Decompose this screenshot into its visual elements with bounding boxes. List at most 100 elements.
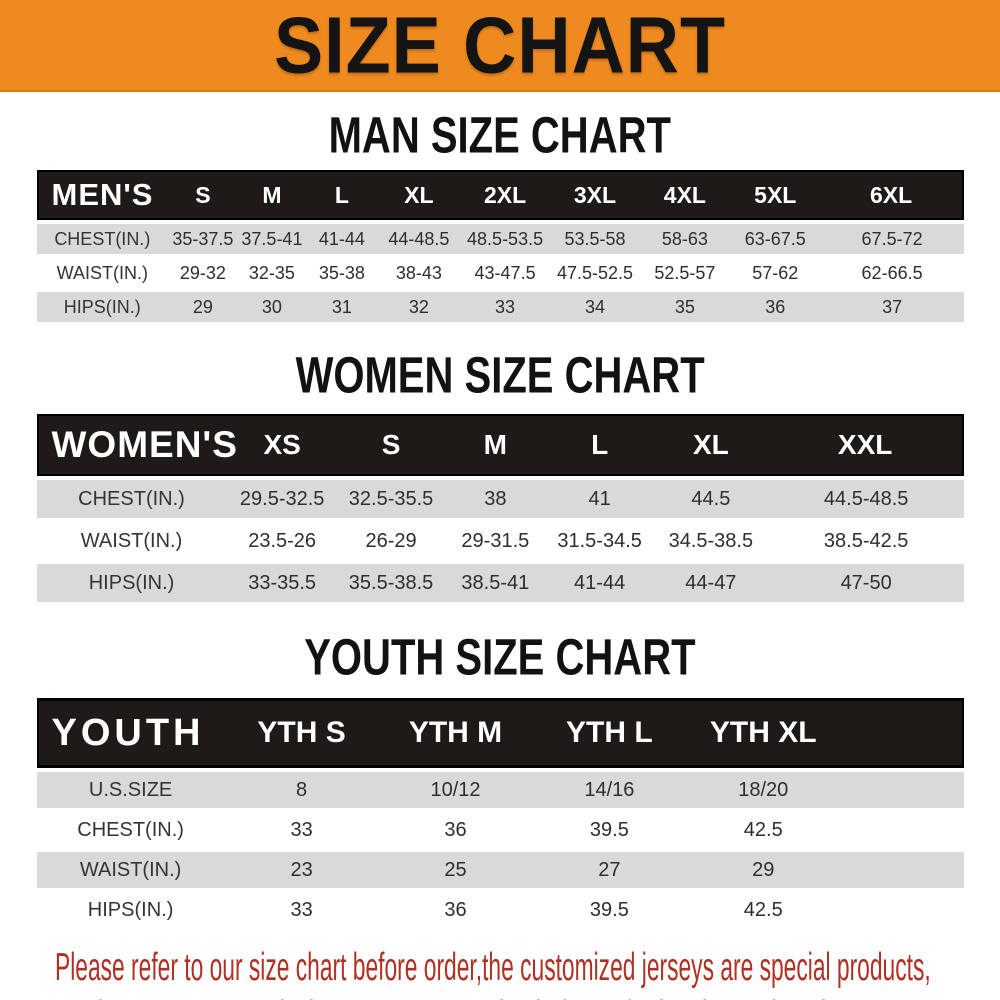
youth-col-l: YTH L xyxy=(532,698,687,768)
size-cell: 29-31.5 xyxy=(444,522,547,560)
size-cell: 38-43 xyxy=(377,258,461,288)
size-cell: 41-44 xyxy=(306,224,378,254)
filler-cell xyxy=(840,772,964,808)
womens-col-xxl: XXL xyxy=(768,414,964,476)
youth-waist-row: WAIST(IN.) 23 25 27 29 xyxy=(36,852,964,888)
size-cell: 29-32 xyxy=(168,258,238,288)
size-cell: 29 xyxy=(686,852,841,888)
size-cell: 53.5-58 xyxy=(550,224,640,254)
section-heading-women: WOMEN SIZE CHART xyxy=(0,346,1000,403)
womens-table-label: WOMEN'S xyxy=(36,414,237,476)
size-cell: 38.5-41 xyxy=(444,564,547,602)
size-cell: 47-50 xyxy=(768,564,964,602)
size-cell: 57-62 xyxy=(729,258,821,288)
youth-col-xl: YTH XL xyxy=(686,698,841,768)
size-cell: 32 xyxy=(377,292,461,322)
size-cell: 44-48.5 xyxy=(377,224,461,254)
size-cell: 32.5-35.5 xyxy=(337,480,445,518)
size-cell: 35-37.5 xyxy=(168,224,238,254)
youth-col-s: YTH S xyxy=(224,698,379,768)
size-cell: 63-67.5 xyxy=(729,224,821,254)
size-cell: 44.5-48.5 xyxy=(768,480,964,518)
size-cell: 18/20 xyxy=(686,772,841,808)
mens-header-row: MEN'S S M L XL 2XL 3XL 4XL 5XL 6XL xyxy=(36,170,964,220)
size-cell: 37.5-41 xyxy=(237,224,307,254)
size-cell: 26-29 xyxy=(337,522,445,560)
youth-hips-row: HIPS(IN.) 33 36 39.5 42.5 xyxy=(36,892,964,928)
size-cell: 31.5-34.5 xyxy=(546,522,653,560)
size-cell: 41 xyxy=(546,480,653,518)
size-cell: 33 xyxy=(460,292,551,322)
disclaimer: Please refer to our size chart before or… xyxy=(55,948,1000,1000)
youth-header-row: YOUTH YTH S YTH M YTH L YTH XL xyxy=(36,698,964,768)
disclaimer-line-1: Please refer to our size chart before or… xyxy=(55,946,931,990)
size-cell: 29.5-32.5 xyxy=(226,480,338,518)
row-label: WAIST(IN.) xyxy=(36,852,225,888)
size-cell: 35 xyxy=(639,292,730,322)
size-cell: 25 xyxy=(378,852,533,888)
size-cell: 32-35 xyxy=(237,258,307,288)
mens-col-l: L xyxy=(306,170,378,220)
womens-waist-row: WAIST(IN.) 23.5-26 26-29 29-31.5 31.5-34… xyxy=(36,522,964,560)
size-cell: 27 xyxy=(532,852,687,888)
size-cell: 44.5 xyxy=(652,480,769,518)
size-cell: 58-63 xyxy=(639,224,730,254)
size-cell: 47.5-52.5 xyxy=(550,258,640,288)
size-cell: 62-66.5 xyxy=(820,258,964,288)
size-cell: 36 xyxy=(378,812,533,848)
size-cell: 33 xyxy=(224,812,379,848)
mens-waist-row: WAIST(IN.) 29-32 32-35 35-38 38-43 43-47… xyxy=(36,258,964,288)
banner: SIZE CHART xyxy=(0,0,1000,92)
row-label: CHEST(IN.) xyxy=(36,480,227,518)
size-cell: 34.5-38.5 xyxy=(652,522,769,560)
mens-col-3xl: 3XL xyxy=(550,170,640,220)
womens-col-xs: XS xyxy=(226,414,338,476)
size-cell: 33-35.5 xyxy=(226,564,338,602)
size-cell: 36 xyxy=(729,292,821,322)
size-cell: 38 xyxy=(444,480,547,518)
youth-ussize-row: U.S.SIZE 8 10/12 14/16 18/20 xyxy=(36,772,964,808)
size-cell: 29 xyxy=(168,292,238,322)
mens-table-label: MEN'S xyxy=(36,170,169,220)
womens-chest-row: CHEST(IN.) 29.5-32.5 32.5-35.5 38 41 44.… xyxy=(36,480,964,518)
size-cell: 10/12 xyxy=(378,772,533,808)
row-label: CHEST(IN.) xyxy=(36,224,169,254)
size-cell: 23.5-26 xyxy=(226,522,338,560)
size-cell: 35.5-38.5 xyxy=(337,564,445,602)
mens-col-m: M xyxy=(237,170,307,220)
size-cell: 36 xyxy=(378,892,533,928)
mens-col-xl: XL xyxy=(377,170,461,220)
size-cell: 39.5 xyxy=(532,892,687,928)
mens-col-4xl: 4XL xyxy=(639,170,730,220)
size-cell: 35-38 xyxy=(306,258,378,288)
row-label: CHEST(IN.) xyxy=(36,812,225,848)
row-label: WAIST(IN.) xyxy=(36,258,169,288)
section-heading-man: MAN SIZE CHART xyxy=(0,106,1000,163)
womens-col-xl: XL xyxy=(652,414,769,476)
size-cell: 39.5 xyxy=(532,812,687,848)
size-cell: 31 xyxy=(306,292,378,322)
womens-hips-row: HIPS(IN.) 33-35.5 35.5-38.5 38.5-41 41-4… xyxy=(36,564,964,602)
filler-cell xyxy=(840,852,964,888)
row-label: HIPS(IN.) xyxy=(36,292,169,322)
youth-table-label: YOUTH xyxy=(36,698,225,768)
womens-col-s: S xyxy=(337,414,445,476)
size-cell: 52.5-57 xyxy=(639,258,730,288)
size-cell: 42.5 xyxy=(686,812,841,848)
size-cell: 30 xyxy=(237,292,307,322)
size-cell: 14/16 xyxy=(532,772,687,808)
size-cell: 34 xyxy=(550,292,640,322)
size-cell: 43-47.5 xyxy=(460,258,551,288)
mens-col-2xl: 2XL xyxy=(460,170,551,220)
youth-col-m: YTH M xyxy=(378,698,533,768)
womens-size-table: WOMEN'S XS S M L XL XXL CHEST(IN.) 29.5-… xyxy=(36,410,964,606)
womens-header-row: WOMEN'S XS S M L XL XXL xyxy=(36,414,964,476)
row-label: HIPS(IN.) xyxy=(36,892,225,928)
section-heading-youth: YOUTH SIZE CHART xyxy=(0,628,1000,685)
mens-col-s: S xyxy=(168,170,238,220)
womens-col-l: L xyxy=(546,414,653,476)
womens-col-m: M xyxy=(444,414,547,476)
mens-col-5xl: 5XL xyxy=(729,170,821,220)
row-label: U.S.SIZE xyxy=(36,772,225,808)
